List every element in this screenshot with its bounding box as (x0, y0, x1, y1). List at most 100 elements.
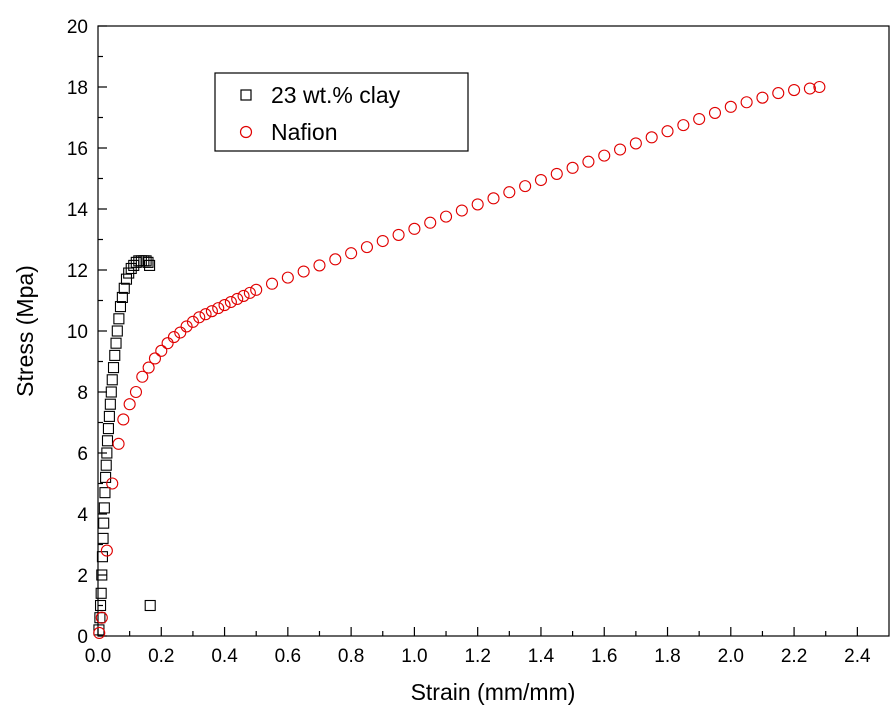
legend-box (214, 72, 469, 152)
y-tick-label: 20 (67, 17, 88, 38)
data-point (186, 315, 199, 328)
data-point (360, 241, 373, 254)
data-point (645, 131, 658, 144)
data-point (114, 301, 127, 313)
data-point (148, 352, 162, 365)
data-point (99, 487, 111, 499)
data-point (231, 292, 244, 306)
data-point (487, 192, 500, 205)
data-point (96, 551, 108, 563)
data-point (281, 271, 294, 284)
data-point (218, 299, 231, 312)
data-point (803, 82, 816, 95)
data-point (144, 259, 156, 271)
data-point (106, 477, 119, 490)
data-point (136, 370, 149, 383)
data-point (93, 624, 105, 636)
data-point (95, 611, 108, 624)
data-point (167, 331, 180, 344)
data-point (111, 325, 123, 337)
data-point (345, 247, 358, 260)
y-tick-label: 4 (77, 505, 88, 526)
data-point (100, 544, 113, 557)
data-point (94, 599, 107, 612)
series-layer (93, 80, 826, 640)
x-tick-label: 2.0 (718, 646, 744, 667)
data-point (123, 398, 136, 411)
data-point (740, 96, 753, 109)
y-tick-label: 2 (77, 566, 88, 587)
data-point (724, 100, 737, 113)
data-point (193, 311, 206, 324)
data-point (96, 569, 108, 581)
data-point (708, 106, 722, 119)
x-tick-label: 0.2 (148, 646, 174, 667)
data-point (519, 180, 532, 193)
x-tick-label: 0.6 (275, 646, 301, 667)
data-point (265, 277, 279, 290)
series-nafion (93, 80, 826, 640)
data-point (101, 447, 113, 459)
data-point (205, 305, 218, 318)
data-point (534, 173, 548, 187)
data-point (297, 265, 310, 278)
data-point (103, 410, 115, 422)
data-point (98, 517, 110, 529)
y-tick-label: 0 (77, 627, 88, 648)
y-axis-title: Stress (Mpa) (12, 265, 38, 397)
y-axis: 0 2 4 6 8 10 12 14 16 18 20 (67, 17, 107, 648)
data-point (112, 437, 125, 450)
legend-marker-clay (240, 89, 252, 101)
x-tick-label: 1.0 (401, 646, 427, 667)
y-tick-label: 10 (67, 322, 88, 343)
data-point (212, 302, 225, 315)
data-point (95, 587, 107, 599)
data-point (129, 385, 143, 399)
y-tick-label: 8 (77, 383, 88, 404)
data-point (677, 119, 690, 132)
data-point (408, 222, 421, 235)
data-point (100, 471, 112, 483)
data-point (102, 423, 114, 435)
data-point (106, 374, 118, 386)
legend-label-clay: 23 wt.% clay (271, 82, 401, 108)
data-point (98, 502, 110, 514)
y-tick-label: 14 (67, 200, 89, 221)
data-point (582, 155, 595, 168)
legend: 23 wt.% clay Nafion (214, 72, 469, 152)
data-point (155, 344, 168, 357)
x-tick-label: 1.4 (528, 646, 555, 667)
data-point (439, 210, 453, 223)
x-tick-label: 2.4 (844, 646, 871, 667)
x-tick-label: 2.2 (781, 646, 807, 667)
data-point (598, 149, 611, 162)
data-point (120, 273, 133, 285)
data-point (113, 313, 125, 325)
data-point (756, 91, 769, 104)
data-point (109, 349, 121, 361)
data-point (313, 259, 326, 272)
data-point (329, 253, 342, 266)
data-point (788, 84, 801, 97)
data-point (376, 234, 389, 248)
data-point (142, 361, 155, 374)
data-point (813, 80, 826, 94)
x-tick-label: 0.4 (211, 646, 238, 667)
data-point (243, 286, 256, 299)
data-point (161, 337, 174, 350)
x-tick-label: 1.2 (464, 646, 490, 667)
data-point (455, 204, 468, 217)
data-point (237, 289, 250, 302)
y-tick-label: 18 (67, 78, 88, 99)
x-tick-label: 0.0 (85, 646, 111, 667)
data-point (142, 256, 154, 268)
data-point (180, 320, 193, 333)
data-point (392, 228, 405, 241)
data-point (110, 337, 122, 349)
data-point (693, 112, 706, 126)
y-tick-label: 6 (77, 444, 88, 465)
data-point (93, 626, 106, 640)
series-clay (93, 255, 156, 636)
data-point (471, 198, 484, 211)
